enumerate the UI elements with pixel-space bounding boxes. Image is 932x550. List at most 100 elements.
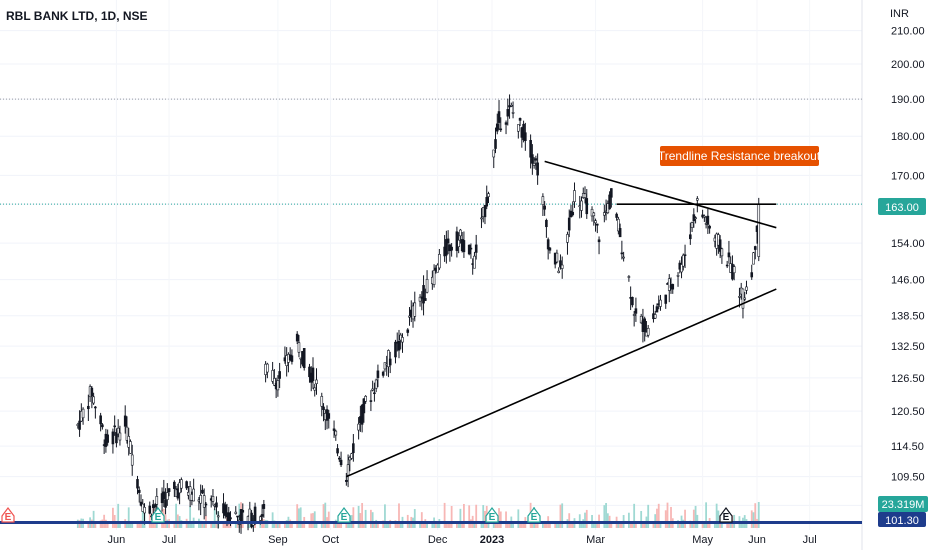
candle-body — [510, 104, 513, 107]
earnings-badge[interactable]: E — [485, 507, 499, 523]
candle-body — [536, 162, 539, 176]
volume-bar — [92, 510, 95, 528]
volume-bar — [677, 520, 679, 528]
candle-body — [123, 415, 127, 427]
volume-bar — [561, 503, 564, 528]
candle-body — [223, 504, 227, 516]
candle-body — [597, 239, 601, 243]
volume-bar — [556, 523, 558, 528]
volume-bar — [482, 505, 485, 528]
earnings-badge[interactable]: E — [1, 507, 15, 523]
earnings-badge[interactable]: E — [719, 507, 733, 523]
volume-bar — [413, 509, 416, 528]
candle-body — [350, 453, 353, 459]
volume-bar — [684, 509, 686, 528]
x-tick-label: Jun — [748, 534, 766, 546]
candle-body — [592, 212, 596, 217]
candle-body — [401, 337, 404, 343]
earnings-badge[interactable]: E — [527, 507, 541, 523]
volume-bar — [726, 523, 729, 528]
candle-body — [720, 248, 724, 257]
candle-body — [738, 296, 741, 298]
candle-body — [262, 504, 266, 509]
volume-bar — [512, 521, 514, 528]
candle-body — [653, 314, 657, 319]
volume-bar — [606, 513, 609, 528]
svg-text:E: E — [341, 512, 348, 523]
volume-bar — [715, 503, 718, 528]
volume-bar — [668, 523, 671, 528]
volume-bar — [557, 523, 560, 528]
candle-body — [364, 395, 367, 402]
candle-body — [627, 276, 631, 278]
candle-body — [534, 158, 538, 161]
volume-bar — [570, 523, 572, 528]
volume-bar — [298, 508, 300, 528]
volume-bar — [640, 510, 643, 528]
svg-text:E: E — [5, 512, 12, 523]
volume-bar — [631, 523, 634, 528]
volume-bar — [610, 521, 613, 528]
volume-bar — [187, 523, 190, 528]
candle-body — [381, 371, 385, 376]
volume-bar — [492, 523, 495, 528]
candle-body — [622, 256, 625, 259]
volume-bar — [596, 523, 599, 528]
volume-bar — [752, 512, 755, 528]
candle-body — [446, 238, 450, 244]
candle-body — [743, 297, 747, 300]
volume-bar — [666, 502, 669, 528]
candle-body — [360, 404, 364, 425]
volume-bar — [580, 523, 583, 528]
earnings-badge[interactable]: E — [151, 507, 165, 523]
candle-body — [571, 211, 575, 216]
volume-bar — [398, 503, 400, 528]
candle-body — [185, 481, 188, 489]
volume-bar — [480, 522, 483, 528]
earnings-badge[interactable]: E — [337, 507, 351, 523]
volume-bar — [119, 523, 121, 528]
candle-body — [322, 406, 325, 410]
volume-bar — [212, 521, 214, 528]
volume-bar — [352, 507, 355, 528]
candle-body — [78, 420, 81, 430]
x-tick-label: Mar — [586, 534, 605, 546]
annotation-text: Trendline Resistance breakout — [658, 149, 821, 163]
volume-bar — [633, 503, 636, 528]
y-tick-label: 210.00 — [891, 26, 925, 38]
y-tick-label: 180.00 — [891, 131, 925, 143]
trendline-support — [346, 288, 777, 478]
volume-bar — [210, 523, 213, 528]
candle-body — [90, 387, 94, 397]
volume-bar — [315, 522, 318, 528]
candle-body — [483, 204, 487, 218]
candle-body — [276, 380, 280, 391]
volume-bar — [549, 523, 551, 528]
volume-bar — [284, 522, 286, 528]
volume-bar — [459, 508, 462, 528]
candle-body — [522, 123, 525, 141]
candle-body — [610, 188, 613, 198]
volume-bar — [384, 504, 386, 528]
annotation-label: Trendline Resistance breakout — [658, 146, 821, 166]
candle-body — [111, 431, 115, 445]
candle-body — [546, 239, 550, 250]
candle-body — [617, 218, 620, 232]
candle-body — [580, 200, 583, 211]
volume-bar — [422, 523, 425, 528]
volume-bar — [347, 520, 349, 528]
volume-bar — [713, 522, 716, 528]
candle-body — [339, 459, 343, 466]
candle-body — [555, 252, 559, 263]
candle-body — [594, 220, 597, 224]
svg-text:E: E — [723, 512, 730, 523]
volume-bar — [585, 509, 588, 528]
candle-body — [125, 426, 129, 441]
volume-bar — [278, 523, 281, 528]
last-price-label: 163.00 — [885, 202, 919, 214]
candle-body — [250, 512, 253, 528]
candle-body — [413, 302, 417, 317]
volume-bar — [333, 523, 335, 528]
candle-body — [634, 308, 638, 314]
